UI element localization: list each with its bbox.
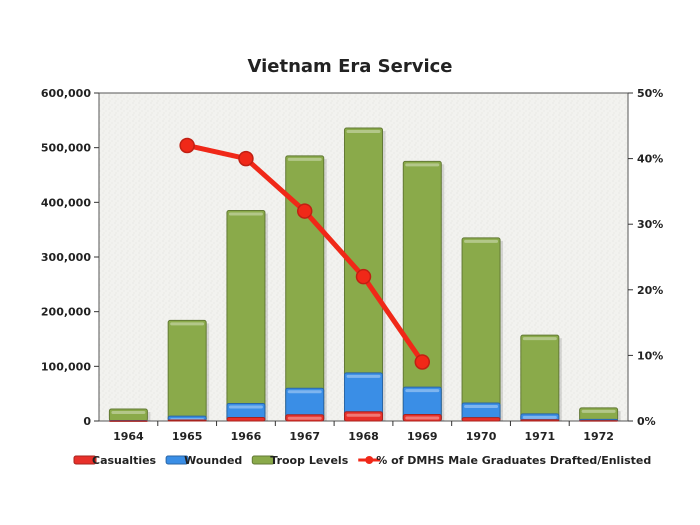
legend-swatch-marker: [365, 456, 374, 464]
line-point: [179, 137, 195, 154]
legend-label: Wounded: [184, 454, 242, 467]
bar-highlight: [170, 322, 205, 326]
line-point: [296, 203, 313, 219]
bar-highlight: [581, 409, 616, 413]
y-left-tick-label: 500,000: [41, 142, 91, 155]
legend-label: Casualties: [92, 454, 157, 467]
y-right-tick-label: 50%: [637, 87, 663, 100]
line-point: [238, 150, 254, 167]
legend-item: % of DMHS Male Graduates Drafted/Enliste…: [358, 454, 651, 467]
bar-troop-levels: [402, 160, 442, 422]
x-tick-label: 1965: [172, 430, 203, 443]
bar-casualties: [285, 414, 325, 422]
y-left-tick-label: 400,000: [41, 196, 91, 209]
x-tick-label: 1972: [583, 430, 614, 443]
legend-swatch: [251, 455, 275, 465]
legend-swatch: [73, 455, 97, 465]
x-tick-label: 1970: [466, 430, 497, 443]
bar-highlight: [287, 390, 322, 394]
bar-highlight: [346, 413, 381, 417]
bar-troop-levels: [108, 408, 148, 422]
x-tick-label: 1967: [289, 430, 320, 443]
bar-highlight: [405, 163, 440, 167]
bar-highlight: [522, 337, 557, 341]
bar-troop-levels: [285, 155, 325, 422]
bar-casualties: [167, 419, 207, 422]
y-left-tick-label: 0: [83, 415, 91, 428]
y-left-tick-label: 600,000: [41, 87, 91, 100]
y-right-tick-label: 40%: [637, 153, 663, 166]
bar-troop-levels: [461, 237, 501, 422]
bar-casualties: [520, 419, 560, 422]
bar-highlight: [464, 239, 499, 243]
legend-label: Troop Levels: [270, 454, 348, 467]
bar-casualties: [402, 414, 442, 422]
y-right-tick-label: 20%: [637, 284, 663, 297]
bar-highlight: [346, 374, 381, 378]
bar-highlight: [287, 157, 322, 161]
bar-highlight: [111, 410, 146, 414]
x-tick-label: 1969: [407, 430, 438, 443]
y-left-tick-label: 200,000: [41, 306, 91, 319]
chart-title: Vietnam Era Service: [247, 56, 453, 77]
bar-troop-levels: [167, 319, 207, 422]
line-point: [414, 354, 431, 370]
bar-troop-levels: [226, 210, 266, 422]
x-tick-label: 1968: [348, 430, 379, 443]
x-tick-label: 1964: [113, 430, 144, 443]
legend: Casualties Wounded Troop Levels % of DMHS M…: [73, 454, 651, 467]
legend-swatch: [165, 455, 189, 465]
bar-casualties: [226, 417, 266, 422]
legend-item: Troop Levels: [251, 454, 349, 467]
legend-item: Casualties: [73, 454, 157, 467]
bar-highlight: [464, 404, 499, 408]
y-left-tick-label: 300,000: [41, 251, 91, 264]
bar-highlight: [405, 389, 440, 393]
legend-item: Wounded: [165, 454, 242, 467]
x-tick-label: 1966: [231, 430, 262, 443]
bar-casualties: [108, 420, 148, 422]
bar-casualties: [344, 411, 383, 422]
legend-label: % of DMHS Male Graduates Drafted/Enliste…: [376, 454, 651, 467]
bar-casualties: [579, 420, 619, 422]
y-right-tick-label: 0%: [637, 415, 656, 428]
bar-highlight: [287, 416, 322, 420]
y-right-tick-label: 30%: [637, 218, 663, 231]
line-point: [355, 268, 372, 285]
y-right-tick-label: 10%: [637, 349, 663, 362]
x-tick-label: 1971: [525, 430, 556, 443]
y-left-tick-label: 100,000: [41, 360, 91, 373]
bar-highlight: [405, 416, 440, 420]
bar-troop-levels: [520, 334, 560, 422]
bar-highlight: [346, 129, 381, 133]
bar-highlight: [228, 405, 263, 409]
bar-highlight: [522, 415, 557, 419]
bar-casualties: [461, 417, 501, 422]
bar-highlight: [228, 212, 263, 216]
